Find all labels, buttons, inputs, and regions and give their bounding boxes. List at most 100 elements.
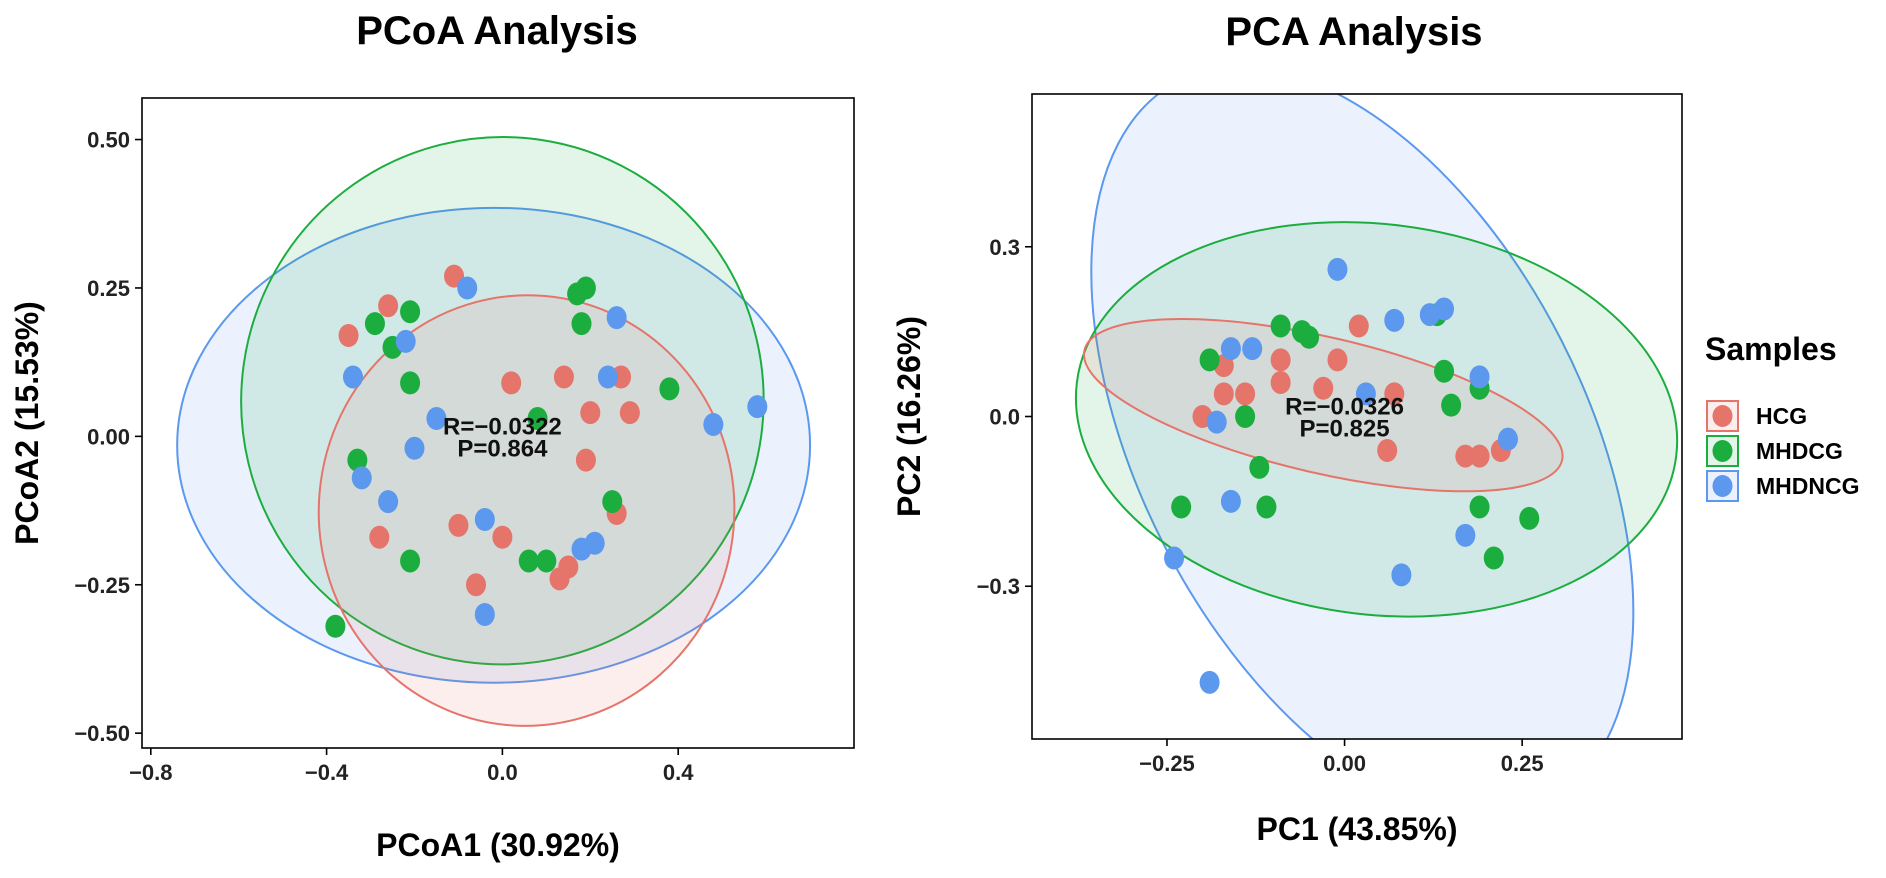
pcoa-point-hcg-12: [492, 525, 513, 549]
pcoa-point-mhdncg-9: [351, 466, 372, 490]
pca-point-mhdncg-13: [1164, 546, 1185, 570]
pcoa-point-mhdncg-5: [747, 395, 768, 419]
pcoa-point-mhdncg-6: [703, 412, 724, 436]
pcoa-point-hcg-7: [619, 401, 640, 425]
pcoa-ellipse-mhdncg: [176, 206, 812, 684]
pca-point-hcg-11: [1455, 444, 1476, 468]
pcoa-point-mhdcg-6: [571, 312, 592, 336]
pcoa-point-mhdncg-4: [597, 365, 618, 389]
legend-dot-mhdcg: [1712, 440, 1733, 462]
pca-point-mhdncg-10: [1220, 489, 1241, 513]
pcoa-point-mhdncg-11: [474, 507, 495, 531]
pcoa-x-axis-label: PCoA1 (30.92%): [376, 827, 620, 863]
pca-xtick-label-2: 0.25: [1501, 751, 1544, 776]
pca-ytick-label-0: 0.3: [989, 235, 1020, 260]
pca-point-mhdncg-0: [1327, 257, 1348, 281]
pcoa-point-mhdncg-13: [584, 531, 605, 555]
pcoa-point-mhdcg-12: [518, 549, 539, 573]
pca-point-mhdcg-11: [1256, 495, 1277, 519]
pcoa-point-hcg-1: [378, 294, 399, 318]
pca-point-mhdcg-2: [1299, 325, 1320, 349]
pca-point-mhdncg-3: [1434, 297, 1455, 321]
pcoa-point-mhdcg-7: [659, 377, 680, 401]
pca-point-mhdcg-14: [1519, 506, 1540, 530]
pca-point-mhdcg-0: [1270, 314, 1291, 338]
pcoa-point-mhdcg-11: [400, 549, 421, 573]
pcoa-points: [325, 264, 768, 638]
pca-stat-r: R=−0.0326: [1285, 394, 1404, 421]
pcoa-ytick-label-1: 0.25: [87, 276, 130, 301]
pcoa-point-mhdcg-9: [347, 448, 368, 472]
pca-point-mhdncg-7: [1469, 365, 1490, 389]
pca-point-mhdcg-10: [1171, 495, 1192, 519]
pcoa-point-hcg-8: [575, 448, 596, 472]
pca-title: PCA Analysis: [1225, 10, 1482, 54]
legend-title: Samples: [1705, 331, 1837, 367]
pcoa-point-mhdncg-0: [457, 276, 478, 300]
pcoa-point-mhdcg-10: [602, 490, 623, 514]
pca-y-axis-label: PC2 (16.26%): [891, 316, 927, 517]
pcoa-point-mhdncg-1: [395, 329, 416, 353]
pcoa-point-hcg-9: [369, 525, 390, 549]
pcoa-ytick-label-3: −0.25: [74, 573, 130, 598]
pca-point-mhdcg-3: [1199, 348, 1220, 372]
pca-point-hcg-7: [1313, 376, 1334, 400]
pca-point-hcg-6: [1270, 371, 1291, 395]
pca-point-mhdncg-6: [1355, 382, 1376, 406]
pca-xtick-label-1: 0.00: [1323, 751, 1366, 776]
pcoa-point-mhdncg-8: [404, 436, 425, 460]
pca-x-axis-label: PC1 (43.85%): [1257, 811, 1458, 847]
pca-point-mhdncg-4: [1220, 337, 1241, 361]
pcoa-point-mhdncg-3: [606, 306, 627, 330]
pcoa-point-hcg-10: [448, 513, 469, 537]
pcoa-point-mhdncg-2: [342, 365, 363, 389]
pcoa-point-hcg-6: [580, 401, 601, 425]
pcoa-title: PCoA Analysis: [356, 9, 638, 53]
pca-point-hcg-3: [1348, 314, 1369, 338]
pcoa-xtick-label-1: −0.4: [305, 760, 349, 785]
pcoa-point-mhdcg-8: [527, 407, 548, 431]
pca-point-mhdcg-12: [1469, 495, 1490, 519]
pca-point-hcg-4: [1213, 382, 1234, 406]
legend-label-hcg: HCG: [1756, 403, 1807, 429]
pca-ytick-label-1: 0.0: [989, 405, 1020, 430]
pca-point-hcg-10: [1377, 438, 1398, 462]
pcoa-point-mhdncg-7: [426, 407, 447, 431]
pcoa-point-mhdncg-10: [378, 490, 399, 514]
pcoa-point-mhdcg-13: [536, 549, 557, 573]
pca-point-hcg-1: [1270, 348, 1291, 372]
pcoa-ytick-label-4: −0.50: [74, 721, 130, 746]
pca-point-mhdcg-6: [1441, 393, 1462, 417]
pcoa-xtick-label-0: −0.8: [129, 760, 172, 785]
pcoa-point-hcg-3: [501, 371, 522, 395]
pcoa-point-mhdncg-14: [474, 602, 495, 626]
pca-point-mhdncg-14: [1199, 670, 1220, 694]
pcoa-point-mhdcg-1: [400, 300, 421, 324]
pcoa-xtick-label-3: 0.4: [663, 760, 694, 785]
pca-point-mhdncg-11: [1455, 523, 1476, 547]
pcoa-ytick-label-2: 0.00: [87, 424, 130, 449]
pca-ytick-label-2: −0.3: [977, 574, 1020, 599]
pca-point-hcg-2: [1327, 348, 1348, 372]
pcoa-plot-area: [176, 136, 812, 727]
pca-xtick-label-0: −0.25: [1139, 751, 1195, 776]
pca-point-mhdncg-8: [1206, 410, 1227, 434]
pca-point-hcg-5: [1235, 382, 1256, 406]
pcoa-xtick-label-2: 0.0: [487, 760, 518, 785]
pcoa-stat-r: R=−0.0322: [443, 413, 562, 440]
pcoa-point-hcg-14: [549, 567, 570, 591]
pca-point-hcg-9: [1384, 382, 1405, 406]
pca-point-mhdncg-5: [1242, 337, 1263, 361]
pca-stat-p: P=0.825: [1300, 416, 1390, 443]
pcoa-stat-p: P=0.864: [457, 435, 548, 462]
pcoa-point-mhdcg-14: [325, 614, 346, 638]
legend-label-mhdncg: MHDNCG: [1756, 473, 1860, 499]
pcoa-plot-frame: [141, 97, 855, 749]
pca-plot-area: [1074, 94, 1679, 739]
legend-label-mhdcg: MHDCG: [1756, 438, 1843, 464]
pcoa-point-hcg-11: [466, 573, 487, 597]
pcoa-y-axis-label: PCoA2 (15.53%): [9, 301, 45, 545]
